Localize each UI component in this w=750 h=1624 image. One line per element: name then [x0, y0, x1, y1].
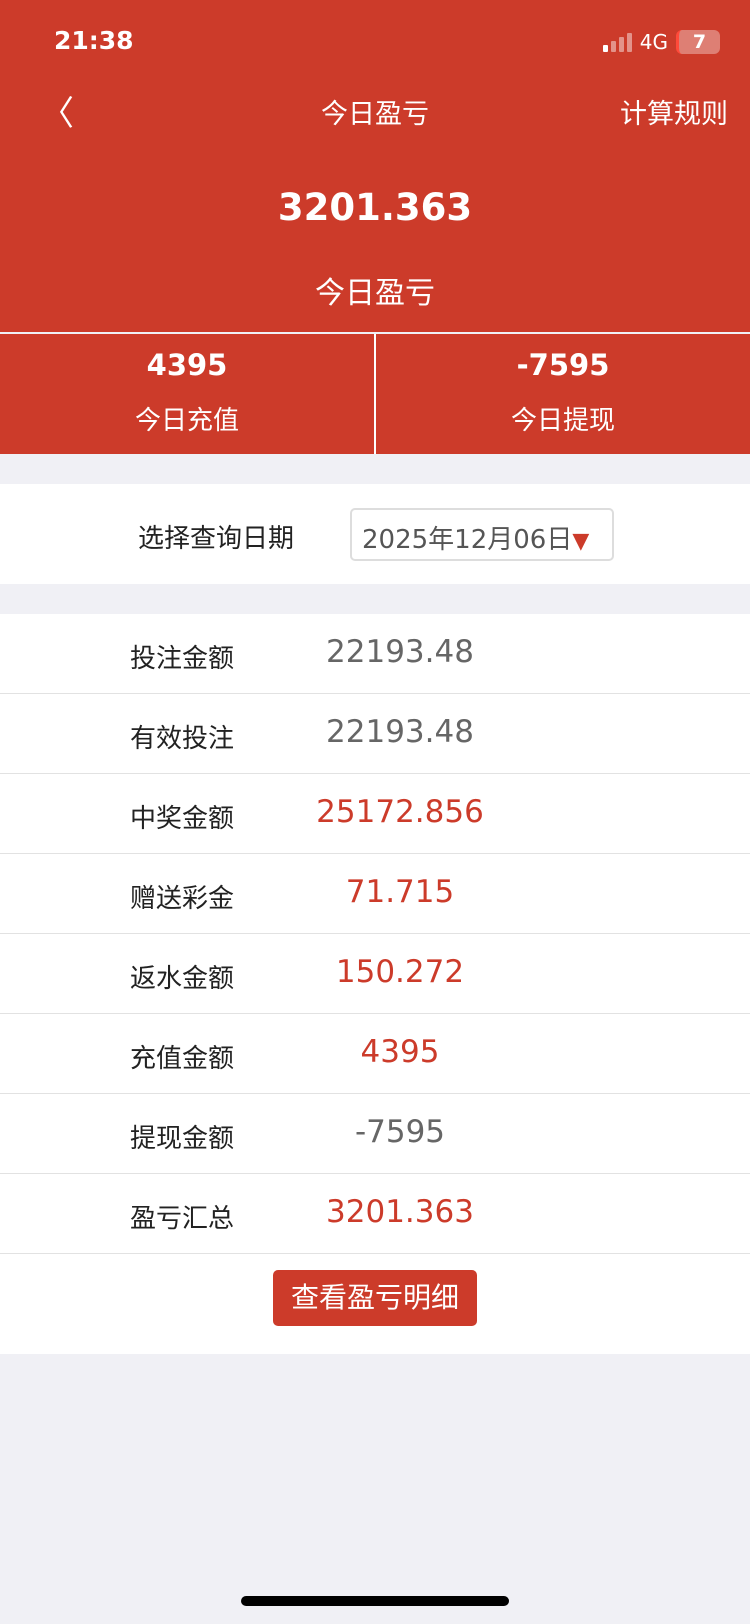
status-icons: 4G 7 [602, 30, 720, 54]
recharge-value: 4395 [146, 348, 228, 382]
row-label: 赠送彩金 [130, 884, 235, 914]
recharge-label: 今日充值 [134, 406, 239, 436]
row-label: 有效投注 [130, 724, 235, 754]
total-profit-label: 今日盈亏 [315, 276, 435, 311]
back-button[interactable]: 〈 [40, 94, 74, 134]
row-value: 25172.856 [316, 794, 484, 830]
battery-icon: 7 [676, 30, 720, 54]
row-label: 充值金额 [130, 1044, 235, 1074]
table-row: 中奖金额 25172.856 [0, 774, 750, 854]
row-label: 提现金额 [130, 1124, 235, 1154]
summary-split: 4395 今日充值 -7595 今日提现 [0, 334, 750, 454]
header: 21:38 4G 7 〈 今日盈亏 计算规则 3201.363 今日盈亏 [0, 0, 750, 332]
total-profit: 3201.363 [277, 186, 473, 229]
row-value: 150.272 [335, 954, 465, 990]
recharge-summary: 4395 今日充值 [0, 334, 376, 454]
row-value: 71.715 [345, 874, 455, 910]
table-row: 盈亏汇总 3201.363 [0, 1174, 750, 1254]
withdraw-label: 今日提现 [510, 406, 615, 436]
table-row: 充值金额 4395 [0, 1014, 750, 1094]
row-label: 返水金额 [130, 964, 235, 994]
page-title: 今日盈亏 [321, 99, 429, 130]
signal-icon [602, 32, 632, 52]
table-row: 赠送彩金 71.715 [0, 854, 750, 934]
withdraw-summary: -7595 今日提现 [376, 334, 750, 454]
row-label: 盈亏汇总 [130, 1204, 235, 1234]
home-indicator[interactable] [241, 1596, 509, 1606]
row-label: 中奖金额 [130, 804, 235, 834]
stats-list: 投注金额 22193.48 有效投注 22193.48 中奖金额 25172.856 赠送彩… [0, 614, 750, 1354]
row-value: 22193.48 [326, 634, 474, 670]
network-type: 4G [639, 30, 668, 54]
table-row: 返水金额 150.272 [0, 934, 750, 1014]
view-detail-button[interactable]: 查看盈亏明细 [273, 1270, 477, 1326]
row-value: 4395 [360, 1034, 440, 1070]
row-label: 投注金额 [130, 644, 235, 674]
table-row: 投注金额 22193.48 [0, 614, 750, 694]
date-label: 选择查询日期 [138, 524, 295, 554]
rules-link[interactable]: 计算规则 [620, 99, 728, 130]
withdraw-value: -7595 [516, 348, 610, 382]
row-value: 3201.363 [326, 1194, 474, 1230]
table-row: 提现金额 -7595 [0, 1094, 750, 1174]
status-time: 21:38 [54, 26, 134, 55]
date-select[interactable]: 2025年12月06日▼ [350, 508, 614, 561]
row-value: 22193.48 [326, 714, 474, 750]
date-value: 2025年12月06日 [362, 525, 573, 555]
date-row: 选择查询日期 2025年12月06日▼ [0, 484, 750, 584]
table-row: 有效投注 22193.48 [0, 694, 750, 774]
caret-down-icon: ▼ [572, 529, 590, 554]
row-value: -7595 [354, 1114, 446, 1150]
